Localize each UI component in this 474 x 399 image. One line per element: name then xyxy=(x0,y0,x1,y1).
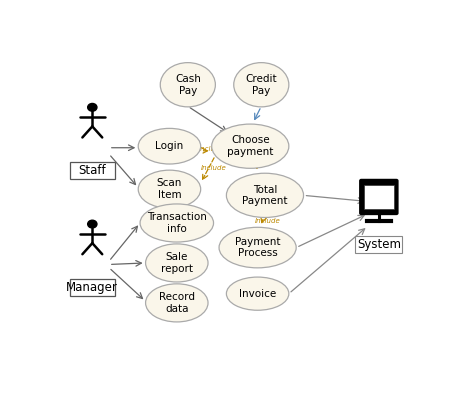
Ellipse shape xyxy=(234,63,289,107)
Text: Scan
Item: Scan Item xyxy=(157,178,182,200)
Ellipse shape xyxy=(160,63,215,107)
Text: Sale
report: Sale report xyxy=(161,252,193,274)
FancyBboxPatch shape xyxy=(70,279,115,296)
Ellipse shape xyxy=(140,204,213,242)
Text: Cash
Pay: Cash Pay xyxy=(175,74,201,95)
FancyBboxPatch shape xyxy=(360,180,398,214)
Text: Choose
payment: Choose payment xyxy=(227,135,273,157)
Text: Include: Include xyxy=(201,165,227,171)
Ellipse shape xyxy=(219,227,296,268)
Circle shape xyxy=(88,220,97,228)
Text: Include: Include xyxy=(248,160,274,166)
Text: Login: Login xyxy=(155,141,183,151)
FancyBboxPatch shape xyxy=(364,185,394,209)
Ellipse shape xyxy=(138,170,201,208)
FancyBboxPatch shape xyxy=(70,162,115,180)
Text: Include: Include xyxy=(255,217,281,223)
Text: Invoice: Invoice xyxy=(239,288,276,299)
Ellipse shape xyxy=(227,173,303,217)
Text: Manager: Manager xyxy=(66,281,118,294)
Text: Credit
Pay: Credit Pay xyxy=(246,74,277,95)
Ellipse shape xyxy=(146,244,208,282)
Ellipse shape xyxy=(212,124,289,168)
Text: Payment
Process: Payment Process xyxy=(235,237,280,259)
Circle shape xyxy=(88,103,97,111)
Text: Staff: Staff xyxy=(79,164,106,177)
Ellipse shape xyxy=(138,128,201,164)
Text: Include: Include xyxy=(199,146,225,152)
Ellipse shape xyxy=(227,277,289,310)
Ellipse shape xyxy=(146,284,208,322)
FancyBboxPatch shape xyxy=(356,236,402,253)
Text: Transaction
info: Transaction info xyxy=(147,212,207,234)
Text: Total
Payment: Total Payment xyxy=(242,185,288,206)
Text: Record
data: Record data xyxy=(159,292,195,314)
Text: System: System xyxy=(357,238,401,251)
